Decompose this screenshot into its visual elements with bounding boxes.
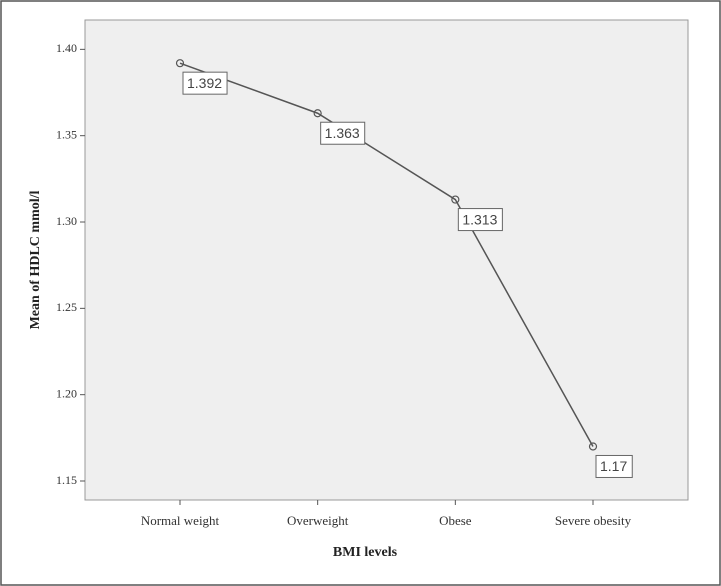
y-tick-label: 1.40 [56,41,77,55]
value-label: 1.313 [462,211,497,227]
value-label-box [457,208,503,232]
y-tick-label: 1.15 [56,473,77,487]
x-tick-label: Severe obesity [555,513,632,528]
value-label-box [182,71,228,95]
y-axis-title: Mean of HDLC mmol/l [28,190,43,329]
value-label-box [320,121,366,145]
x-axis-title: BMI levels [333,545,398,560]
y-tick-label: 1.30 [56,214,77,228]
value-label: 1.17 [600,458,627,474]
point [175,59,185,68]
value-label: 1.363 [325,125,360,141]
point [313,109,322,118]
x-tick-label: Obese [439,513,472,528]
line [179,62,594,447]
point [588,442,598,451]
plot-area [84,19,689,501]
x-tick-label: Overweight [287,513,349,528]
value-label-box [595,454,633,478]
value-label: 1.392 [187,75,222,91]
y-tick-label: 1.25 [56,300,77,314]
x-tick-label: Normal weight [141,513,220,528]
point [451,195,460,204]
y-tick-label: 1.35 [56,127,77,141]
y-tick-label: 1.20 [56,386,77,400]
